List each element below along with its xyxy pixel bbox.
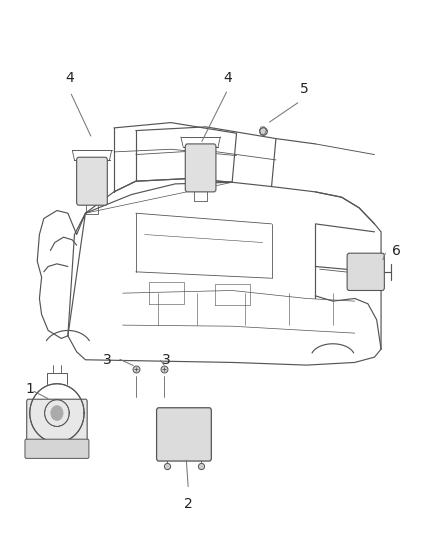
FancyBboxPatch shape	[156, 408, 211, 461]
Text: 3: 3	[103, 353, 112, 367]
Text: 2: 2	[184, 497, 193, 511]
Text: 6: 6	[392, 244, 401, 257]
Text: 4: 4	[223, 71, 232, 85]
Text: 5: 5	[300, 82, 309, 96]
FancyBboxPatch shape	[185, 144, 216, 192]
FancyBboxPatch shape	[25, 439, 89, 458]
Text: 4: 4	[66, 71, 74, 85]
Text: 3: 3	[162, 353, 171, 367]
FancyBboxPatch shape	[27, 399, 87, 446]
Circle shape	[51, 406, 63, 421]
FancyBboxPatch shape	[347, 253, 384, 290]
Text: 1: 1	[25, 382, 34, 396]
FancyBboxPatch shape	[77, 157, 107, 205]
